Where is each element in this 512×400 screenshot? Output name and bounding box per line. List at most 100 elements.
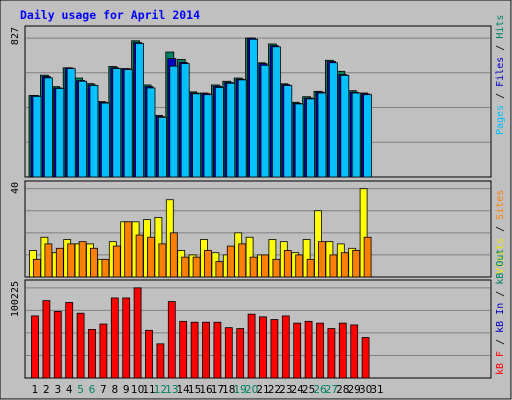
bar-sites-day-11 [147, 236, 155, 278]
legend-segment: / [495, 220, 506, 238]
bar-sites-day-15 [192, 256, 201, 278]
x-tick-label: 23 [279, 384, 292, 396]
bar-pages-day-1 [32, 95, 42, 178]
bar-pages-day-26 [317, 92, 327, 178]
bar-kb-f-day-11 [145, 329, 153, 379]
x-tick-label: 27 [325, 384, 338, 396]
bar-kb-f-day-28 [338, 322, 347, 379]
bar-kb-f-day-5 [76, 312, 85, 379]
x-tick-label: 11 [142, 384, 155, 396]
bar-pages-day-6 [89, 85, 99, 178]
bar-kb-f-day-15 [190, 321, 199, 379]
bar-sites-day-4 [67, 243, 76, 278]
bar-pages-day-15 [192, 93, 202, 178]
legend-segment: / [495, 333, 506, 351]
bar-kb-f-day-19 [236, 328, 245, 379]
bar-sites-day-29 [352, 250, 361, 278]
panel-2-max-label: 40 [10, 182, 21, 194]
bar-sites-day-3 [55, 247, 64, 278]
legend-segment: Files [495, 57, 506, 87]
bar-kb-f-day-21 [259, 316, 267, 379]
x-tick-label: 13 [165, 384, 178, 396]
bar-sites-day-10 [135, 234, 144, 278]
bar-sites-day-20 [249, 256, 258, 278]
x-tick-label: 6 [89, 384, 96, 396]
bar-visits-day-30 [359, 188, 368, 278]
legend-segment: Sites [495, 190, 506, 220]
bar-sites-day-18 [226, 245, 235, 278]
bar-kb-f-day-9 [122, 297, 131, 379]
legend-segment: Pages [495, 105, 506, 135]
x-tick-label: 3 [54, 384, 61, 396]
bar-kb-f-day-26 [316, 322, 324, 379]
x-tick-label: 1 [32, 384, 39, 396]
bar-kb-f-day-27 [327, 328, 336, 379]
bar-kb-f-day-2 [42, 300, 51, 379]
bar-sites-day-30 [363, 236, 372, 278]
x-tick-label: 7 [100, 384, 107, 396]
bar-pages-day-27 [328, 62, 338, 178]
bar-kb-f-day-20 [247, 313, 256, 379]
bar-sites-day-12 [158, 243, 167, 278]
bar-sites-day-22 [272, 258, 281, 278]
bar-kb-f-day-30 [361, 337, 370, 379]
bar-pages-day-18 [226, 82, 236, 178]
bar-sites-day-8 [112, 245, 121, 278]
x-tick-label: 21 [256, 384, 269, 396]
bar-pages-day-19 [237, 79, 247, 178]
bar-kb-f-day-1 [31, 315, 39, 379]
legend-segment: / [495, 87, 506, 105]
bar-pages-day-9 [123, 69, 133, 178]
bar-pages-day-7 [101, 102, 110, 178]
bar-kb-f-day-29 [350, 324, 359, 379]
panel-1-max-label: 827 [10, 27, 21, 45]
bar-pages-day-21 [260, 64, 270, 178]
bar-sites-day-1 [33, 258, 41, 278]
x-tick-label: 22 [268, 384, 281, 396]
bar-kb-f-day-24 [293, 322, 302, 379]
bar-sites-day-21 [261, 254, 269, 278]
bar-sites-day-24 [295, 254, 304, 278]
bar-sites-day-6 [90, 247, 98, 278]
bar-pages-day-14 [180, 63, 190, 178]
bar-kb-f-day-6 [88, 329, 96, 379]
bar-sites-day-17 [215, 261, 224, 278]
x-tick-label: 9 [123, 384, 130, 396]
legend-segment: / [495, 285, 506, 303]
legend-segment: kB Out [495, 249, 506, 285]
bar-sites-day-19 [238, 243, 247, 278]
bar-pages-day-28 [340, 74, 350, 178]
bar-pages-day-23 [283, 85, 293, 178]
bar-kb-f-day-16 [202, 321, 210, 379]
bar-sites-day-14 [181, 256, 190, 278]
bar-kb-f-day-8 [110, 297, 119, 379]
bar-sites-day-9 [124, 221, 133, 278]
bar-kb-f-day-25 [304, 320, 313, 379]
bar-kb-f-day-14 [179, 320, 188, 379]
bar-sites-day-26 [318, 241, 326, 278]
bar-pages-day-8 [112, 68, 122, 178]
bar-pages-day-2 [44, 77, 53, 178]
x-tick-label: 8 [111, 384, 118, 396]
x-tick-label: 30 [359, 384, 372, 396]
panel-3-max-label: 100225 [10, 281, 21, 317]
x-tick-label: 20 [245, 384, 258, 396]
bar-pages-day-29 [351, 92, 361, 178]
legend-segment: Visits [495, 238, 506, 274]
x-tick-label: 28 [336, 384, 349, 396]
x-tick-label: 14 [177, 384, 191, 396]
bar-sites-day-13 [169, 232, 178, 278]
x-tick-label: 24 [291, 384, 305, 396]
x-tick-label: 18 [222, 384, 235, 396]
bar-sites-day-25 [306, 258, 315, 278]
bar-kb-f-day-17 [213, 321, 222, 379]
bar-pages-day-20 [249, 38, 259, 178]
bar-kb-f-day-22 [270, 319, 279, 379]
x-tick-label: 29 [348, 384, 361, 396]
bar-kb-f-day-13 [167, 301, 176, 379]
bar-pages-day-16 [203, 94, 213, 178]
bar-pages-day-17 [214, 87, 224, 178]
bar-kb-f-day-3 [53, 311, 62, 379]
